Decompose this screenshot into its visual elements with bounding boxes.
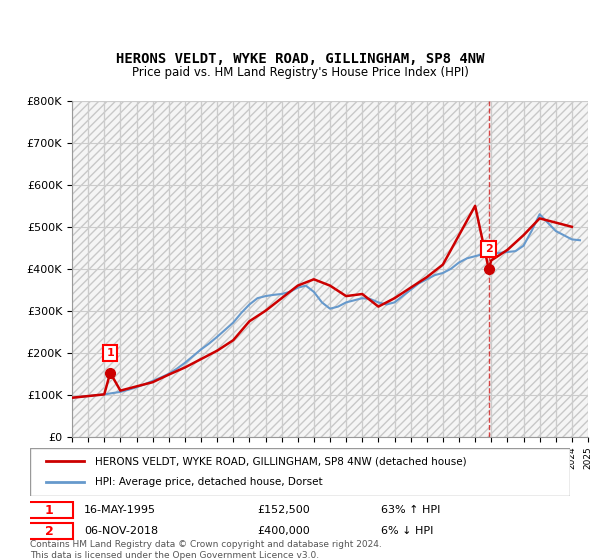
Text: £152,500: £152,500 [257, 505, 310, 515]
Bar [362, 101, 379, 437]
Text: 2: 2 [485, 244, 493, 254]
Bar [265, 101, 281, 437]
Bar [443, 101, 459, 437]
Text: 1: 1 [106, 348, 114, 358]
Bar [152, 101, 169, 437]
Bar [475, 101, 491, 437]
Bar [508, 101, 523, 437]
Bar [410, 101, 427, 437]
Text: HPI: Average price, detached house, Dorset: HPI: Average price, detached house, Dors… [95, 477, 322, 487]
Bar [250, 101, 265, 437]
Text: 2: 2 [44, 525, 53, 538]
Text: Price paid vs. HM Land Registry's House Price Index (HPI): Price paid vs. HM Land Registry's House … [131, 66, 469, 80]
Bar [556, 101, 572, 437]
Text: 6% ↓ HPI: 6% ↓ HPI [381, 526, 433, 536]
Bar [314, 101, 330, 437]
Text: HERONS VELDT, WYKE ROAD, GILLINGHAM, SP8 4NW: HERONS VELDT, WYKE ROAD, GILLINGHAM, SP8… [116, 52, 484, 66]
Bar [201, 101, 217, 437]
Bar [539, 101, 556, 437]
Bar [281, 101, 298, 437]
Bar [217, 101, 233, 437]
Bar [346, 101, 362, 437]
Bar [427, 101, 443, 437]
Bar [104, 101, 121, 437]
FancyBboxPatch shape [25, 522, 73, 539]
Bar [379, 101, 395, 437]
Bar [298, 101, 314, 437]
Bar [169, 101, 185, 437]
Bar [233, 101, 250, 437]
Bar [121, 101, 137, 437]
Text: Contains HM Land Registry data © Crown copyright and database right 2024.
This d: Contains HM Land Registry data © Crown c… [30, 540, 382, 559]
Bar [395, 101, 410, 437]
FancyBboxPatch shape [25, 502, 73, 519]
Bar [72, 101, 88, 437]
Bar [330, 101, 346, 437]
Bar [491, 101, 508, 437]
Bar [185, 101, 201, 437]
FancyBboxPatch shape [30, 448, 570, 496]
Bar [459, 101, 475, 437]
Text: 06-NOV-2018: 06-NOV-2018 [84, 526, 158, 536]
Text: 1: 1 [44, 503, 53, 516]
Bar [137, 101, 152, 437]
Text: 63% ↑ HPI: 63% ↑ HPI [381, 505, 440, 515]
Bar [88, 101, 104, 437]
Text: HERONS VELDT, WYKE ROAD, GILLINGHAM, SP8 4NW (detached house): HERONS VELDT, WYKE ROAD, GILLINGHAM, SP8… [95, 456, 466, 466]
Text: 16-MAY-1995: 16-MAY-1995 [84, 505, 156, 515]
Bar [523, 101, 539, 437]
Bar [572, 101, 588, 437]
Text: £400,000: £400,000 [257, 526, 310, 536]
